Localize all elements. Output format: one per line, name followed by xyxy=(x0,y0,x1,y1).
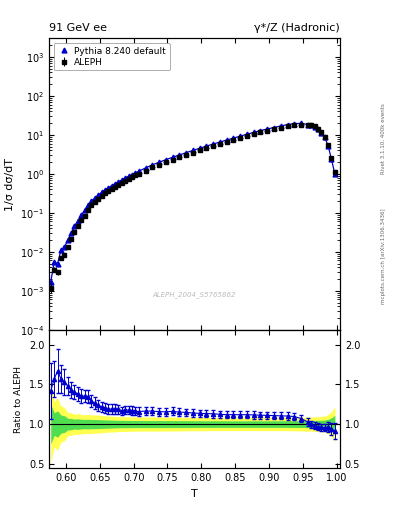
Y-axis label: 1/σ dσ/dT: 1/σ dσ/dT xyxy=(4,158,15,210)
Text: mcplots.cern.ch [arXiv:1306.3436]: mcplots.cern.ch [arXiv:1306.3436] xyxy=(381,208,386,304)
Pythia 8.240 default xyxy=(116,179,121,185)
Text: Rivet 3.1.10, 400k events: Rivet 3.1.10, 400k events xyxy=(381,103,386,174)
Pythia 8.240 default xyxy=(99,189,104,196)
Text: γ*/Z (Hadronic): γ*/Z (Hadronic) xyxy=(254,23,340,33)
Pythia 8.240 default xyxy=(82,207,87,214)
Pythia 8.240 default xyxy=(113,181,118,187)
Text: 91 GeV ee: 91 GeV ee xyxy=(49,23,107,33)
Pythia 8.240 default xyxy=(211,141,215,147)
Text: ALEPH_2004_S5765862: ALEPH_2004_S5765862 xyxy=(153,291,236,298)
Legend: Pythia 8.240 default, ALEPH: Pythia 8.240 default, ALEPH xyxy=(53,43,170,70)
Pythia 8.240 default xyxy=(106,185,111,191)
Line: Pythia 8.240 default: Pythia 8.240 default xyxy=(48,121,337,284)
Pythia 8.240 default xyxy=(299,120,303,126)
Y-axis label: Ratio to ALEPH: Ratio to ALEPH xyxy=(14,366,23,433)
X-axis label: T: T xyxy=(191,489,198,499)
Pythia 8.240 default xyxy=(48,279,53,285)
Pythia 8.240 default xyxy=(332,171,337,177)
